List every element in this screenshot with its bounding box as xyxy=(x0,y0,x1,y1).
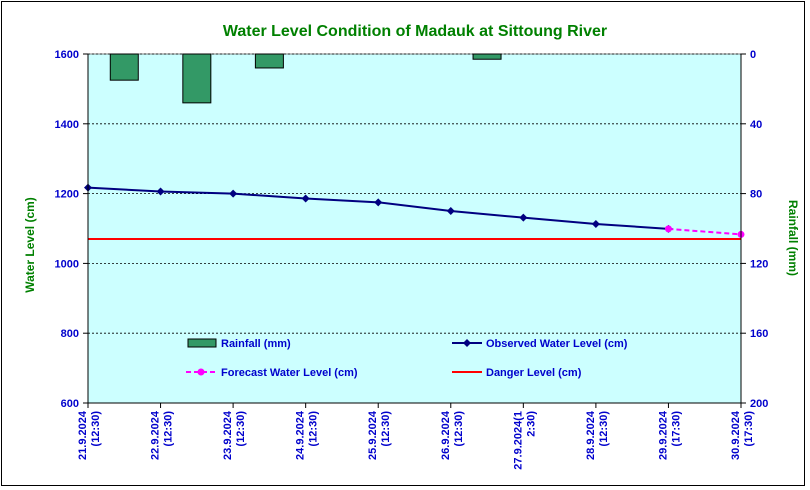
x-tick-label-date: 26.9.2024 xyxy=(440,410,452,460)
x-tick-label-date: 29.9.2024 xyxy=(657,410,669,460)
x-tick-label-time: (12:30) xyxy=(163,411,175,447)
right-tick-label: 80 xyxy=(750,189,762,201)
observed-point xyxy=(446,207,455,216)
left-axis-title: Water Level (cm) xyxy=(23,197,37,293)
x-tick-label-date: 22.9.2024 xyxy=(150,410,162,460)
legend-forecast-marker xyxy=(197,368,205,376)
right-tick-label: 120 xyxy=(750,258,768,270)
left-tick-label: 1400 xyxy=(55,119,79,131)
observed-point xyxy=(229,189,238,198)
legend-rainfall-label: Rainfall (mm) xyxy=(221,338,291,350)
tick-labels: 600 800 1000 1200 1400 1600 0 40 80 120 160 200 21.9… xyxy=(55,49,769,470)
rainfall-bar xyxy=(472,53,502,60)
observed-point xyxy=(591,219,600,228)
observed-point xyxy=(374,198,383,207)
legend-danger-label: Danger Level (cm) xyxy=(486,367,582,379)
rainfall-bar xyxy=(254,53,284,69)
rainfall-bars xyxy=(109,53,502,104)
x-tick-label-time: (12:30) xyxy=(235,411,247,447)
forecast-water-level-line xyxy=(668,227,742,236)
x-tick-label-time: (12:30) xyxy=(90,411,102,447)
x-tick-label-time: 2:30) xyxy=(525,411,537,437)
x-tick-label-time: (12:30) xyxy=(453,411,465,447)
x-tick-label-date: 27.9.2024(1 xyxy=(512,411,524,470)
left-tick-label: 1000 xyxy=(55,258,79,270)
x-tick-label-time: (12:30) xyxy=(598,411,610,447)
axes xyxy=(83,53,746,408)
legend: Rainfall (mm) Observed Water Level (cm) … xyxy=(186,338,628,379)
x-tick-label-date: 28.9.2024 xyxy=(585,410,597,460)
x-tick-label-date: 30.9.2024 xyxy=(730,410,742,460)
observed-point xyxy=(301,194,310,203)
right-axis-title: Rainfall (mm) xyxy=(786,200,800,276)
legend-observed-label: Observed Water Level (cm) xyxy=(486,338,628,350)
plot-area xyxy=(87,53,742,404)
right-tick-label: 40 xyxy=(750,119,762,131)
x-tick-label-time: (12:30) xyxy=(380,411,392,447)
chart-title: Water Level Condition of Madauk at Sitto… xyxy=(223,23,607,40)
legend-rainfall-swatch xyxy=(187,338,217,348)
rainfall-bar xyxy=(109,53,139,81)
left-tick-label: 1200 xyxy=(55,189,79,201)
x-tick-label-time: (17:30) xyxy=(743,411,755,447)
x-tick-label-date: 23.9.2024 xyxy=(222,410,234,460)
observed-point xyxy=(156,187,165,196)
x-tick-label-time: (17:30) xyxy=(670,411,682,447)
x-tick-label-date: 25.9.2024 xyxy=(367,410,379,460)
right-tick-label: 160 xyxy=(750,328,768,340)
x-tick-label-date: 21.9.2024 xyxy=(77,410,89,460)
legend-observed-marker xyxy=(463,339,471,347)
observed-point xyxy=(519,213,528,222)
legend-forecast-label: Forecast Water Level (cm) xyxy=(221,367,358,379)
rainfall-bar xyxy=(182,53,212,104)
x-tick-label-time: (12:30) xyxy=(308,411,320,447)
x-tick-label-date: 24.9.2024 xyxy=(295,410,307,460)
left-tick-label: 600 xyxy=(61,398,79,410)
forecast-point xyxy=(664,225,672,233)
right-tick-label: 200 xyxy=(750,398,768,410)
right-tick-label: 0 xyxy=(750,49,756,61)
left-tick-label: 800 xyxy=(61,328,79,340)
left-tick-label: 1600 xyxy=(55,49,79,61)
